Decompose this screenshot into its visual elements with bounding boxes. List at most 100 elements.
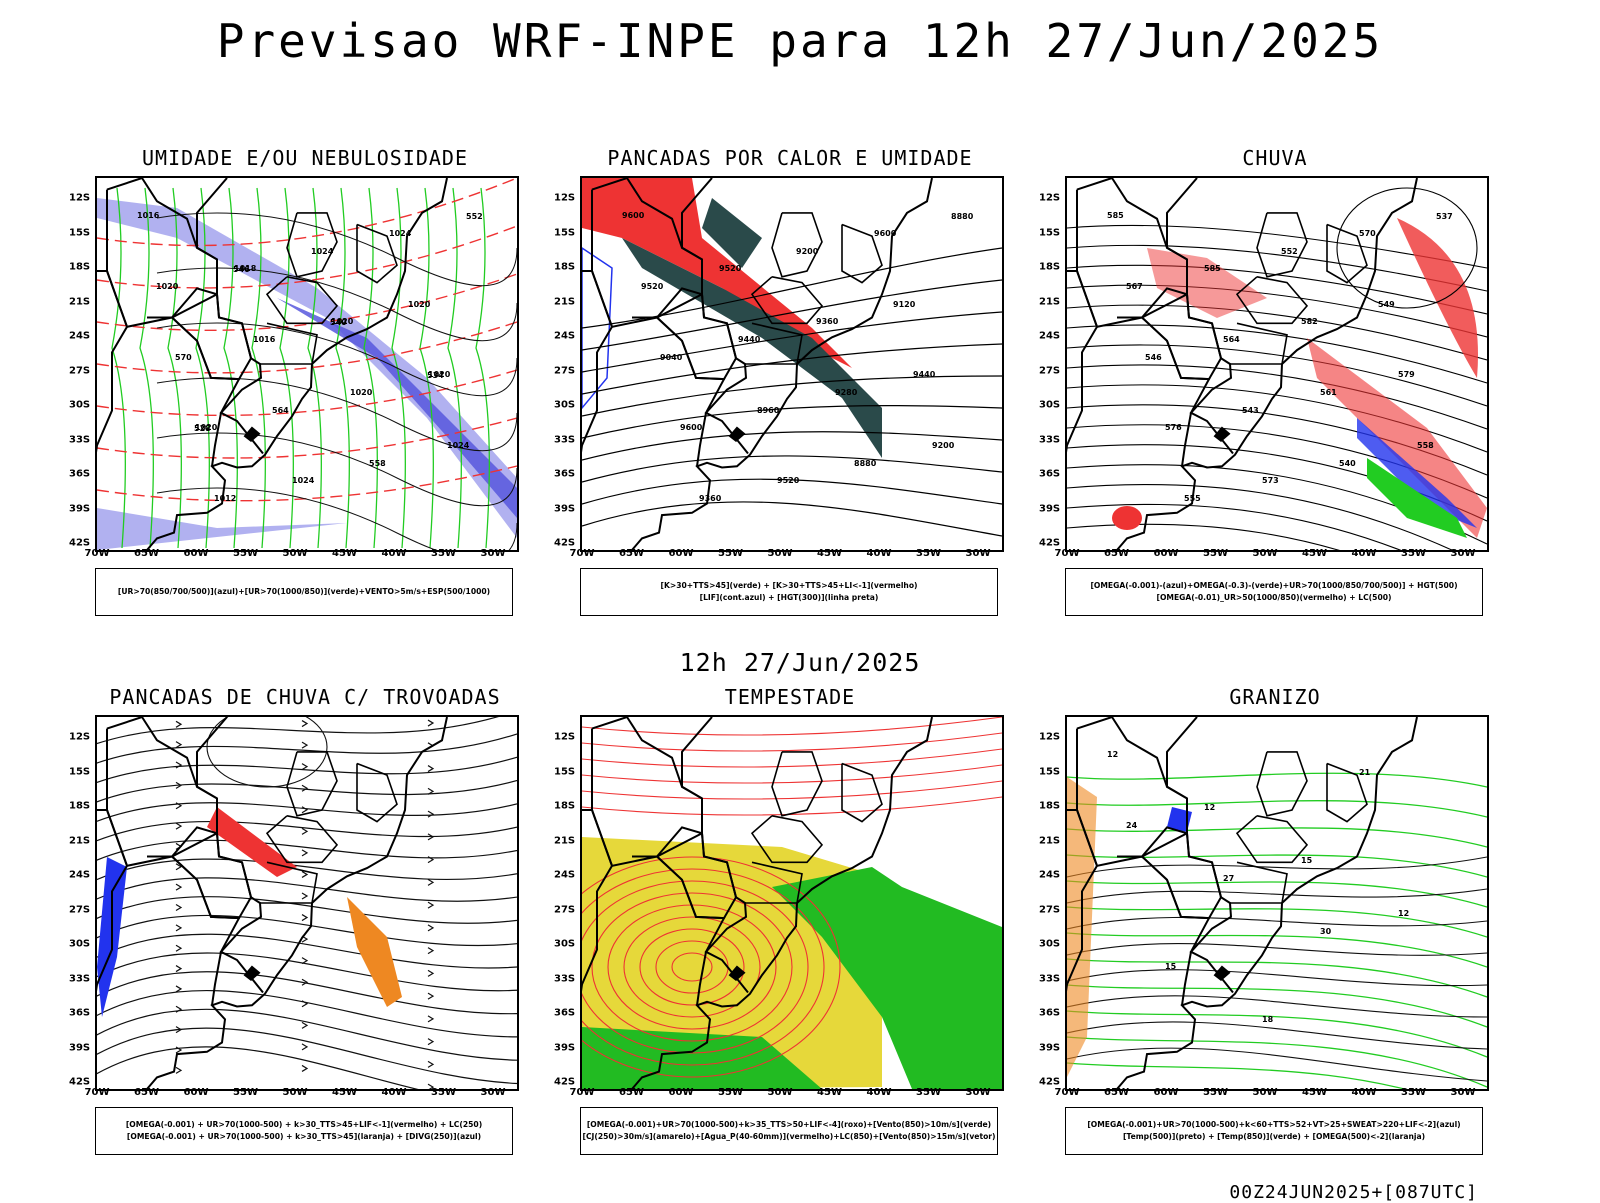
contour-label: 558 [369,459,386,468]
latitude-label: 12S [554,192,576,204]
contour-label: 585 [1204,264,1221,273]
legend-box: [K>30+TTS>45](verde) + [K>30+TTS>45+LI<-… [580,568,998,616]
longitude-label: 30W [1450,548,1476,559]
contour-label: 9040 [660,353,683,362]
longitude-label: 65W [1104,548,1129,559]
contour-label: 1020 [350,388,373,397]
contour-label: 1024 [389,229,412,238]
longitude-label: 30W [1450,1087,1476,1098]
longitude-label: 60W [1153,548,1179,559]
latitude-label: 15S [1039,766,1061,777]
contour-label: 9360 [816,317,839,326]
map-frame [95,715,519,1091]
contour-label: 528 [194,424,211,433]
longitude-label: 35W [1401,1087,1426,1098]
latitude-label: 33S [1039,973,1061,984]
contour-label: 540 [330,318,347,327]
weather-map: 585 585 582 579 576 573 570 567 564 561 558 555 552 5… [1067,178,1487,550]
contour-label: 1020 [428,370,451,379]
latitude-label: 27S [69,365,91,376]
latitude-label: 30S [1039,399,1061,411]
panel-pancadas-calor: PANCADAS POR CALOR E UMIDADE 9600 9520 9360… [540,146,1040,646]
latitude-label: 24S [554,869,576,881]
latitude-label: 15S [1039,227,1061,238]
latitude-label: 36S [1039,468,1061,480]
contour-label: 546 [1145,353,1162,362]
latitude-label: 30S [1039,938,1061,950]
legend-text: [K>30+TTS>45](verde) + [K>30+TTS>45+LI<-… [660,581,918,590]
legend-text: [OMEGA(-0.001) + UR>70(1000-500) + k>30_… [126,1132,482,1141]
latitude-label: 18S [1039,800,1061,812]
contour-label: 1020 [408,300,431,309]
latitude-label: 24S [69,869,91,881]
latitude-label: 21S [554,296,576,307]
contour-label: 564 [272,406,289,415]
latitude-label: 42S [69,537,91,549]
latitude-label: 39S [69,1042,91,1053]
contour-label: 579 [1398,370,1415,379]
panel-granizo: GRANIZO 12 12 15 12 15 18 21 24 27 30 12S 15S 18S 21S 2… [1025,685,1525,1185]
contour-label: 1024 [292,476,315,485]
legend-text: [UR>70(850/700/500)](azul)+[UR>70(1000/8… [117,587,491,596]
legend-text: [Temp(500)](preto) + [Temp(850)](verde) … [1122,1132,1426,1141]
contour-label: 1018 [234,264,257,273]
contour-label: 9600 [622,211,645,220]
contour-label: 21 [1359,768,1371,777]
longitude-label: 55W [718,1087,743,1098]
legend-text: [OMEGA(-0.001)-(azul)+OMEGA(-0.3)-(verde… [1090,581,1458,590]
longitude-label: 50W [282,548,308,559]
contour-label: 12 [1398,909,1409,918]
contour-label: 567 [1126,282,1143,291]
contour-label: 573 [1262,476,1279,485]
contour-label: 543 [1242,406,1259,415]
latitude-label: 33S [69,973,91,984]
contour-label: 12 [1204,803,1215,812]
longitude-label: 50W [1252,548,1278,559]
panel-trovoadas: PANCADAS DE CHUVA C/ TROVOADAS 12S 15S 18S 2… [55,685,555,1185]
latitude-label: 24S [1039,869,1061,881]
panel-chuva: CHUVA 585 585 582 579 576 573 570 567 564 561 558 55… [1025,146,1525,646]
contour-label: 9440 [913,370,936,379]
contour-label: 576 [1165,423,1182,432]
latitude-label: 42S [1039,537,1061,549]
longitude-label: 40W [381,548,407,559]
longitude-label: 50W [282,1087,308,1098]
map-frame [580,715,1004,1091]
latitude-label: 12S [69,731,91,743]
contour-label: 9360 [699,494,722,503]
latitude-label: 15S [69,227,91,238]
longitude-label: 55W [1203,548,1228,559]
longitude-label: 35W [916,1087,941,1098]
contour-label: 552 [466,212,483,221]
latitude-label: 18S [1039,261,1061,273]
weather-map: 12 12 15 12 15 18 21 24 27 30 [1067,717,1487,1089]
longitude-label: 40W [866,548,892,559]
longitude-label: 45W [1302,548,1327,559]
contour-label: 9600 [680,423,703,432]
latitude-label: 42S [554,537,576,549]
contour-label: 540 [1339,459,1356,468]
legend-text: [OMEGA(-0.01)_UR>50(1000/850)(vermelho) … [1156,593,1392,602]
panel-title: PANCADAS POR CALOR E UMIDADE [607,146,973,170]
contour-label: 9520 [719,264,742,273]
longitude-label: 35W [431,1087,456,1098]
longitude-label: 60W [183,1087,209,1098]
contour-label: 546 [233,265,250,274]
legend-box: [UR>70(850/700/500)](azul)+[UR>70(1000/8… [95,568,513,616]
panel-title: PANCADAS DE CHUVA C/ TROVOADAS [109,685,501,709]
longitude-label: 70W [84,1087,110,1098]
longitude-label: 55W [233,1087,258,1098]
contour-label: 27 [1223,874,1234,883]
latitude-label: 27S [1039,365,1061,376]
longitude-label: 30W [480,548,506,559]
latitude-label: 27S [69,904,91,915]
latitude-label: 24S [69,330,91,342]
contour-label: 8960 [757,406,780,415]
contour-label: 30 [1320,927,1332,936]
weather-map [582,717,1002,1089]
latitude-label: 15S [554,766,576,777]
latitude-label: 27S [554,904,576,915]
latitude-label: 39S [554,503,576,514]
map-frame: 9600 9520 9360 9440 9600 9520 9600 9520 9440 9280… [580,176,1004,552]
contour-label: 8880 [951,212,974,221]
